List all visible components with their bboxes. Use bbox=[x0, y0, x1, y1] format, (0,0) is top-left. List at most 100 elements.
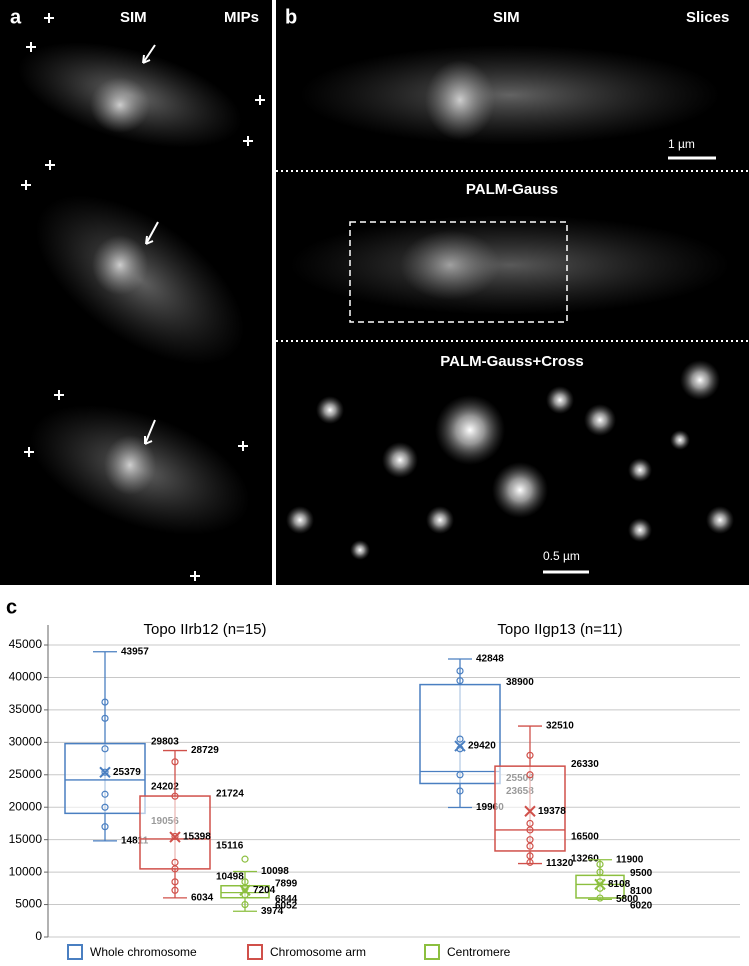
value-label: 10498 bbox=[216, 872, 244, 883]
panel-label: a bbox=[10, 6, 22, 28]
legend-swatch bbox=[424, 944, 440, 960]
value-label: 7204 bbox=[253, 885, 276, 896]
panel-subtitle: Slices bbox=[686, 9, 729, 26]
value-label: 13260 bbox=[571, 854, 599, 865]
y-tick-label: 5000 bbox=[15, 897, 42, 911]
scale-label: 0.5 µm bbox=[543, 549, 580, 563]
legend-swatch bbox=[67, 944, 83, 960]
section-title: PALM-Gauss bbox=[466, 181, 558, 198]
panel-label: b bbox=[285, 6, 297, 28]
value-label: 19378 bbox=[538, 806, 566, 817]
y-tick-label: 25000 bbox=[9, 767, 43, 781]
mean-marker bbox=[239, 884, 251, 896]
point bbox=[101, 745, 109, 753]
point bbox=[171, 865, 179, 873]
scale-label: 1 µm bbox=[668, 137, 695, 151]
mean-marker bbox=[454, 740, 466, 752]
y-tick-label: 35000 bbox=[9, 702, 43, 716]
value-label: 10098 bbox=[261, 866, 289, 877]
mean-marker bbox=[169, 831, 181, 843]
panel-title: SIM bbox=[120, 9, 147, 26]
y-tick-label: 45000 bbox=[9, 637, 43, 651]
point bbox=[101, 823, 109, 831]
value-label: 24202 bbox=[151, 782, 179, 793]
value-label: 6844 bbox=[275, 894, 298, 905]
point bbox=[241, 855, 249, 863]
value-label: 15116 bbox=[216, 841, 244, 852]
group-title: Topo IIgp13 (n=11) bbox=[497, 621, 622, 638]
chromosomes-a bbox=[18, 42, 250, 535]
y-tick-label: 0 bbox=[35, 929, 42, 943]
box bbox=[64, 742, 146, 815]
point bbox=[171, 758, 179, 766]
value-label: 28729 bbox=[191, 745, 219, 756]
section-title: PALM-Gauss+Cross bbox=[440, 353, 584, 370]
value-label: 7899 bbox=[275, 878, 298, 889]
point bbox=[101, 790, 109, 798]
panel-title: SIM bbox=[493, 9, 520, 26]
separators bbox=[276, 170, 749, 342]
value-label: 5800 bbox=[616, 894, 639, 905]
value-label: 29420 bbox=[468, 741, 496, 752]
point bbox=[171, 878, 179, 886]
point bbox=[241, 900, 249, 909]
value-label: 9500 bbox=[630, 868, 653, 879]
point bbox=[526, 751, 534, 759]
point bbox=[241, 891, 249, 899]
value-label: 14811 bbox=[121, 836, 149, 847]
legend-label: Chromosome arm bbox=[270, 945, 366, 959]
value-label: 29803 bbox=[151, 736, 179, 747]
value-label: 11900 bbox=[616, 854, 644, 865]
mean-marker bbox=[99, 766, 111, 779]
point bbox=[456, 667, 464, 675]
value-label: 32510 bbox=[546, 721, 574, 732]
value-label: 15398 bbox=[183, 832, 211, 843]
y-tick-label: 30000 bbox=[9, 735, 43, 749]
panel-label: c bbox=[6, 596, 17, 618]
markers-a bbox=[21, 13, 265, 581]
value-label: 16500 bbox=[571, 832, 599, 843]
value-label: 6034 bbox=[191, 892, 214, 903]
value-label: 3974 bbox=[261, 906, 284, 917]
roi-box bbox=[349, 221, 568, 323]
box bbox=[139, 795, 211, 870]
point bbox=[101, 698, 109, 706]
point bbox=[596, 860, 604, 868]
y-tick-label: 10000 bbox=[9, 864, 43, 878]
value-label: 26330 bbox=[571, 759, 599, 770]
y-tick-label: 40000 bbox=[9, 670, 43, 684]
point bbox=[456, 771, 464, 779]
point bbox=[101, 768, 109, 776]
point bbox=[526, 842, 534, 850]
value-label: 6052 bbox=[275, 900, 298, 911]
value-label: 11320 bbox=[546, 858, 574, 869]
point bbox=[456, 677, 464, 685]
mean-marker bbox=[594, 878, 606, 891]
spots-b bbox=[286, 360, 734, 560]
point bbox=[596, 894, 604, 902]
point bbox=[526, 771, 534, 779]
value-label: 8108 bbox=[608, 879, 631, 890]
value-label: 21724 bbox=[216, 789, 244, 800]
value-label: 43957 bbox=[121, 646, 149, 657]
group-title: Topo IIrb12 (n=15) bbox=[144, 621, 267, 638]
point bbox=[171, 832, 179, 841]
legend-swatch bbox=[247, 944, 263, 960]
legend-label: Whole chromosome bbox=[90, 945, 197, 959]
value-label: 38900 bbox=[506, 677, 534, 688]
mean-marker bbox=[524, 805, 536, 817]
point bbox=[171, 792, 179, 800]
point bbox=[526, 858, 534, 866]
point bbox=[101, 803, 109, 811]
point bbox=[101, 714, 109, 722]
value-label: 42848 bbox=[476, 654, 504, 665]
chromosomes-b bbox=[290, 45, 730, 315]
point bbox=[456, 787, 464, 795]
value-label: 25379 bbox=[113, 767, 141, 778]
y-tick-label: 15000 bbox=[9, 832, 43, 846]
value-label: 8100 bbox=[630, 886, 653, 897]
point bbox=[596, 868, 604, 876]
point bbox=[526, 826, 534, 834]
point bbox=[171, 886, 179, 894]
